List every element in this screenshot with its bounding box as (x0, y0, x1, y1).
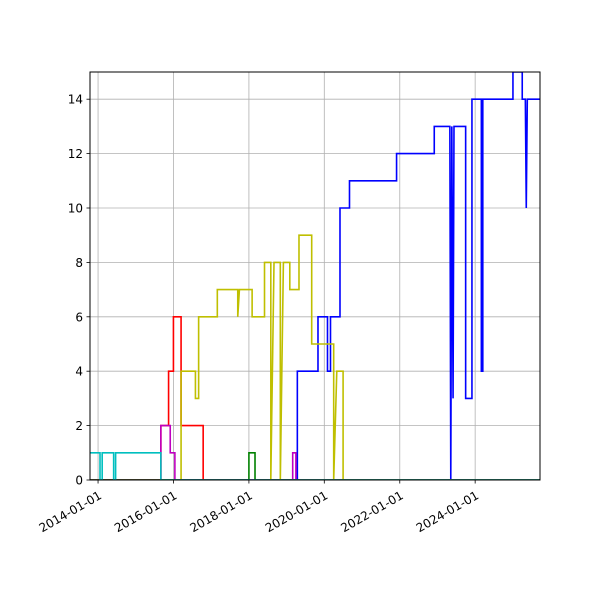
y-tick-label: 10 (68, 202, 83, 216)
y-tick-label: 8 (75, 256, 83, 270)
series-line-5 (90, 451, 540, 480)
y-axis: 0 2 4 6 8 10 12 14 (68, 93, 90, 488)
plot-frame (89, 71, 541, 481)
series-line-1 (90, 72, 540, 480)
y-tick-label: 4 (75, 365, 83, 379)
y-tick-label: 0 (75, 474, 83, 488)
series-line-6 (90, 451, 540, 480)
y-tick-label: 2 (75, 419, 83, 433)
series-line-3 (90, 234, 540, 480)
y-tick-label: 6 (75, 310, 83, 324)
y-tick-label: 12 (68, 147, 83, 161)
series-layer (90, 72, 540, 480)
series-line-4 (90, 424, 540, 480)
y-tick-label: 14 (68, 93, 83, 107)
